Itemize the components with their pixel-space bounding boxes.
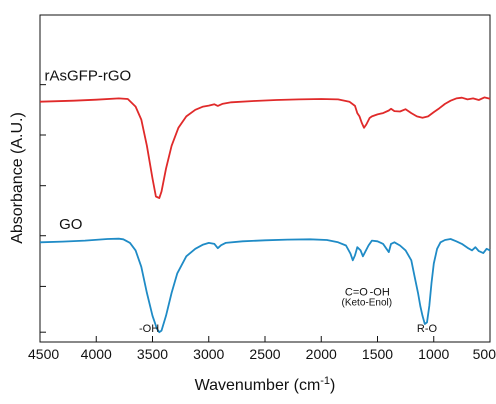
annotation-0: rAsGFP-rGO — [45, 67, 132, 84]
x-axis-ticks: 4500 4000 3500 3000 2500 2000 1500 1000 500 — [28, 336, 496, 362]
series-line-rasgfp-rgo — [39, 96, 491, 199]
x-tick-label-4500: 4500 — [28, 346, 59, 362]
x-tick-label-2000: 2000 — [306, 346, 337, 362]
x-tick-label-500: 500 — [473, 346, 496, 362]
x-tick-label-1500: 1500 — [362, 346, 393, 362]
x-tick-label-3500: 3500 — [137, 346, 168, 362]
annotation-3: C=O — [345, 287, 368, 299]
x-tick-label-2500: 2500 — [249, 346, 280, 362]
annotation-5: (Keto-Enol) — [342, 297, 393, 308]
x-axis-title-close: ) — [330, 377, 335, 394]
x-tick-label-3000: 3000 — [193, 346, 224, 362]
series-line-go — [39, 237, 491, 334]
x-tick-label-1000: 1000 — [418, 346, 449, 362]
annotation-2: -OH — [139, 323, 159, 335]
plot-frame — [39, 14, 491, 343]
y-axis-ticks — [40, 84, 46, 333]
x-tick-label-4000: 4000 — [81, 346, 112, 362]
y-axis-title: Absorbance (A.U.) — [9, 112, 26, 244]
annotation-1: GO — [59, 216, 82, 233]
x-axis-title: Wavenumber (cm-1) — [195, 375, 336, 394]
x-axis-title-superscript: -1 — [320, 375, 330, 387]
annotation-4: -OH — [370, 287, 390, 299]
annotation-6: R-O — [417, 323, 438, 335]
x-axis-title-main: Wavenumber (cm — [195, 377, 321, 394]
series-layer — [39, 96, 491, 334]
